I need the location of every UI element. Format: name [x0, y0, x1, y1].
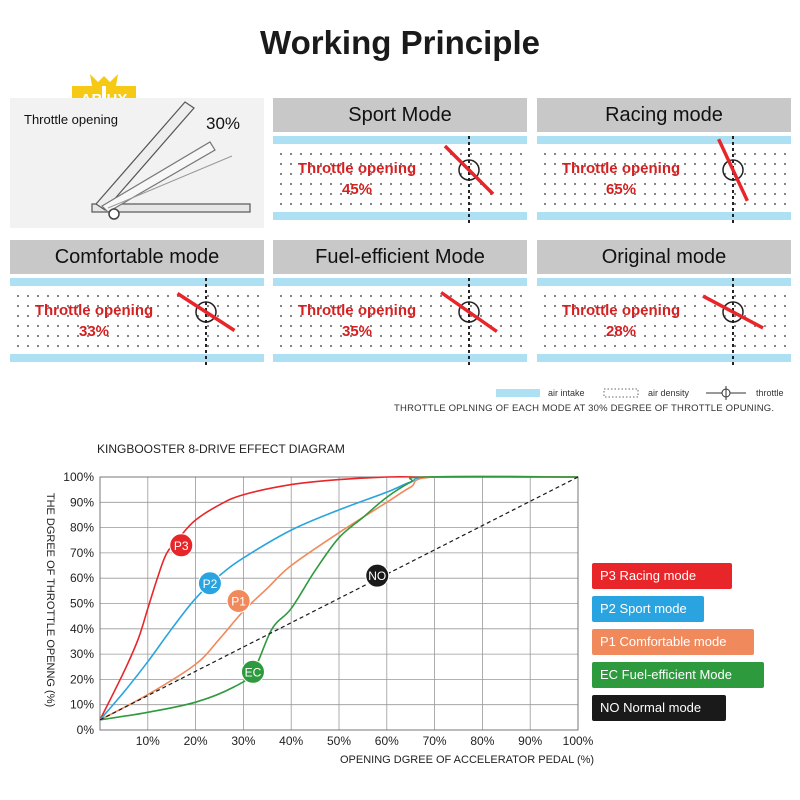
throttle-opening-label: Throttle opening [24, 112, 118, 127]
x-tick-label: 30% [231, 734, 255, 748]
x-tick-label: 10% [136, 734, 160, 748]
x-tick-label: 70% [423, 734, 447, 748]
throttle-illustration-panel: Throttle opening 30% [10, 98, 264, 228]
throttle-plate-racing-mode [717, 138, 749, 202]
legend-entry-p1: P1 Comfortable mode [592, 629, 754, 655]
mode-panel: Sport Mode Throttle opening 45% [273, 98, 527, 228]
throttle-opening-value: 65% [605, 181, 637, 198]
mode-panel: Racing mode Throttle opening 65% [537, 98, 791, 228]
y-tick-label: 90% [70, 495, 94, 509]
series-marker-label-no: NO [368, 569, 386, 583]
effect-chart: 10% 20% 30% 40% 50% 60% 70% 80% 90% 100% 0% 10% 20% 3… [63, 470, 594, 748]
mode-title-racing-mode: Racing mode [537, 98, 791, 132]
legend-note: THROTTLE OPLNING OF EACH MODE AT 30% DEG… [394, 403, 775, 414]
chart-title: KINGBOOSTER 8-DRIVE EFFECT DIAGRAM [97, 442, 345, 456]
series-marker-label-p3: P3 [174, 539, 189, 553]
throttle-opening-value: 28% [605, 323, 637, 340]
y-tick-label: 80% [70, 521, 94, 535]
y-tick-label: 30% [70, 647, 94, 661]
series-line-no [99, 476, 579, 721]
legend-air-density: air density [648, 388, 690, 398]
airflow-diagram [10, 278, 264, 366]
throttle-opening-label: Throttle opening [297, 160, 417, 177]
y-axis-label: THE DGREE OF THROTTLE OPENNG (%) [44, 492, 56, 708]
y-tick-label: 70% [70, 546, 94, 560]
throttle-opening-label: Throttle opening [561, 302, 681, 319]
x-tick-label: 100% [563, 734, 594, 748]
throttle-plate-sport-mode [443, 144, 495, 196]
throttle-opening-value: 45% [341, 181, 373, 198]
throttle-opening-label: Throttle opening [34, 302, 154, 319]
y-tick-label: 100% [63, 470, 94, 484]
airflow-diagram [537, 136, 791, 224]
legend-entry-no: NO Normal mode [592, 695, 726, 721]
y-tick-label: 10% [70, 698, 94, 712]
plot-frame [99, 476, 579, 731]
series-marker-label-p2: P2 [203, 577, 218, 591]
legend-entry-ec: EC Fuel-efficient Mode [592, 662, 764, 688]
air-density-swatch [603, 388, 639, 398]
throttle-opening-value: 35% [341, 323, 373, 340]
mode-panel: Comfortable mode Throttle opening 33% [10, 240, 264, 370]
airflow-diagram [273, 278, 527, 366]
x-tick-label: 40% [279, 734, 303, 748]
mode-title-fuel-efficient-mode: Fuel-efficient Mode [273, 240, 527, 274]
series-marker-p2 [197, 571, 222, 596]
series-marker-p3 [169, 533, 194, 558]
x-tick-label: 50% [327, 734, 351, 748]
x-tick-label: 80% [470, 734, 494, 748]
panel-legend [496, 386, 746, 400]
legend-throttle: throttle [756, 388, 784, 398]
series-marker-label-p1: P1 [231, 594, 246, 608]
legend-air-intake: air intake [548, 388, 585, 398]
legend-entry-p2: P2 Sport mode [592, 596, 704, 622]
throttle-plate-fuel-efficient-mode [440, 291, 498, 333]
mode-title-comfortable-mode: Comfortable mode [10, 240, 264, 274]
y-tick-label: 60% [70, 571, 94, 585]
mode-title-sport-mode: Sport Mode [273, 98, 527, 132]
throttle-opening-label: Throttle opening [561, 160, 681, 177]
airflow-diagram [273, 136, 527, 224]
y-tick-label: 40% [70, 622, 94, 636]
throttle-plate-comfortable-mode [176, 292, 236, 332]
series-line-p1 [99, 475, 579, 721]
airflow-diagram [537, 278, 791, 366]
throttle-pedal-illustration [91, 101, 251, 220]
throttle-opening-value: 33% [78, 323, 110, 340]
mode-panel: Fuel-efficient Mode Throttle opening 35% [273, 240, 527, 370]
y-tick-label: 20% [70, 672, 94, 686]
throttle-plate-original-mode [702, 294, 764, 330]
y-tick-label: 0% [77, 723, 95, 737]
x-tick-label: 20% [184, 734, 208, 748]
series-line-ec [99, 475, 579, 721]
x-axis-label: OPENING DGREE OF ACCELERATOR PEDAL (%) [340, 754, 595, 766]
series-line-p2 [99, 475, 579, 721]
mode-title-original-mode: Original mode [537, 240, 791, 274]
x-tick-label: 90% [518, 734, 542, 748]
page-title: Working Principle [260, 24, 540, 61]
legend-entry-p3: P3 Racing mode [592, 563, 732, 589]
throttle-opening-label: Throttle opening [297, 302, 417, 319]
y-tick-label: 50% [70, 597, 94, 611]
mode-panel: Original mode Throttle opening 28% [537, 240, 791, 370]
series-marker-ec [240, 659, 265, 684]
air-intake-swatch [496, 389, 540, 397]
x-tick-label: 60% [375, 734, 399, 748]
series-marker-p1 [226, 588, 251, 613]
series-marker-no [365, 563, 390, 588]
series-line-p3 [99, 476, 578, 721]
series-marker-label-ec: EC [245, 665, 262, 679]
throttle-percent: 30% [206, 114, 241, 133]
